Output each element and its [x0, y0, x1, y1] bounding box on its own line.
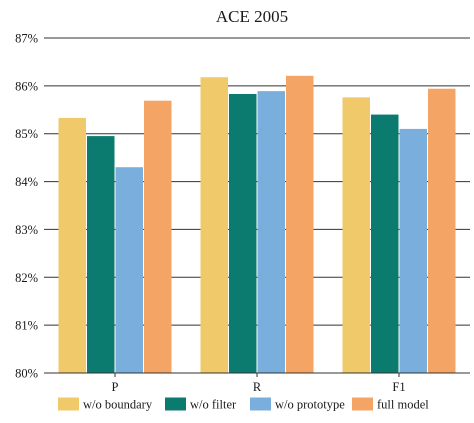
bar-p-0: [58, 117, 86, 374]
chart-title: ACE 2005: [216, 7, 288, 26]
y-tick-label: 87%: [15, 32, 38, 46]
bar-f1-0: [342, 97, 370, 373]
legend-swatch: [58, 397, 79, 411]
legend-label: w/o prototype: [275, 398, 345, 412]
x-tick-label: P: [112, 380, 119, 394]
y-tick-label: 85%: [15, 127, 38, 141]
legend-swatch: [165, 397, 186, 411]
bar-p-1: [87, 136, 115, 373]
bar-p-2: [115, 167, 143, 373]
y-tick-label: 80%: [15, 367, 38, 381]
y-tick-label: 84%: [15, 175, 38, 189]
bar-r-3: [286, 75, 314, 374]
y-tick-label: 81%: [15, 319, 38, 333]
y-tick-label: 83%: [15, 223, 38, 237]
gridlines: [44, 37, 470, 326]
x-tick-label: R: [253, 380, 262, 394]
legend-label: w/o boundary: [83, 398, 153, 412]
bar-r-0: [200, 77, 228, 373]
legend: w/o boundary w/o filter w/o prototype full …: [58, 397, 429, 412]
bar-r-2: [257, 91, 285, 373]
bar-f1-3: [428, 88, 456, 373]
x-tick-label: F1: [392, 380, 405, 394]
bars: [58, 75, 456, 374]
y-tick-label: 82%: [15, 271, 38, 285]
x-axis-ticks: P R F1: [112, 373, 406, 394]
legend-swatch: [250, 397, 271, 411]
legend-swatch: [352, 397, 373, 411]
bar-f1-1: [371, 114, 399, 374]
y-axis-ticks: 80% 81% 82% 83% 84% 85% 86% 87%: [15, 32, 38, 381]
y-tick-label: 86%: [15, 79, 38, 93]
legend-label: w/o filter: [190, 398, 237, 412]
bar-p-3: [144, 100, 172, 373]
bar-r-1: [229, 93, 257, 373]
legend-label: full model: [377, 398, 429, 412]
bar-f1-2: [399, 128, 427, 373]
